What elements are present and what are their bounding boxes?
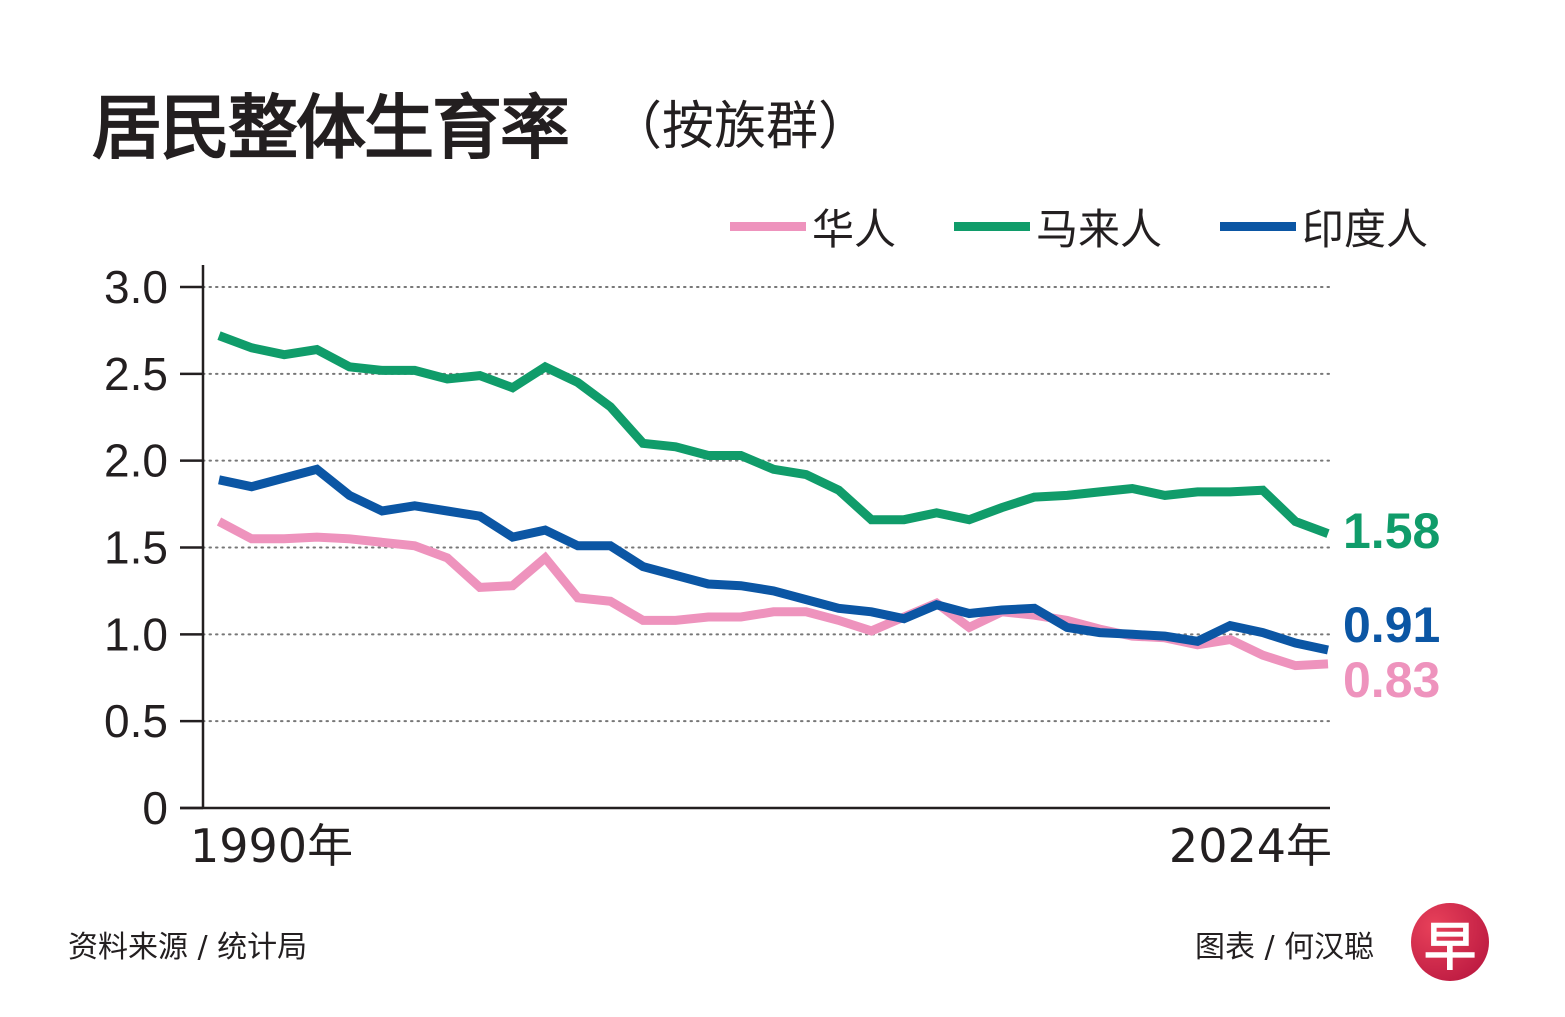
legend-item-malay: 马来人 [954, 196, 1162, 257]
end-label-indian: 0.91 [1343, 597, 1440, 653]
legend: 华人 马来人 印度人 [730, 196, 1428, 257]
end-label-malay: 1.58 [1343, 503, 1440, 559]
series-line-indian [218, 464, 1329, 655]
y-tick-label: 1.0 [104, 608, 168, 660]
legend-label-chinese: 华人 [812, 205, 897, 254]
y-tick-label: 1.5 [104, 522, 168, 574]
chart-title: 居民整体生育率 [92, 87, 570, 169]
legend-label-indian: 印度人 [1302, 205, 1429, 254]
y-tick-label: 2.0 [104, 435, 168, 487]
legend-item-chinese: 华人 [730, 196, 896, 257]
legend-item-indian: 印度人 [1220, 196, 1428, 257]
y-tick-label: 3.0 [104, 261, 168, 313]
end-label-chinese: 0.83 [1343, 652, 1440, 708]
legend-label-malay: 马来人 [1036, 205, 1163, 254]
y-tick-label: 0.5 [104, 695, 168, 747]
series-line-malay [217, 331, 1330, 538]
zaobao-logo-icon: 早 [1411, 903, 1489, 981]
y-tick-label: 0 [142, 782, 168, 834]
source-note: 资料来源 / 统计局 [68, 930, 308, 965]
chart-subtitle: （按族群） [610, 97, 871, 157]
credit-note: 图表 / 何汉聪 [1195, 930, 1375, 965]
legend-swatch-malay [954, 222, 1031, 231]
legend-swatch-chinese [730, 222, 806, 231]
x-tick-label: 2024年 [1169, 819, 1332, 873]
legend-swatch-indian [1220, 222, 1297, 231]
y-tick-label: 2.5 [104, 348, 168, 400]
x-tick-label: 1990年 [190, 819, 353, 873]
